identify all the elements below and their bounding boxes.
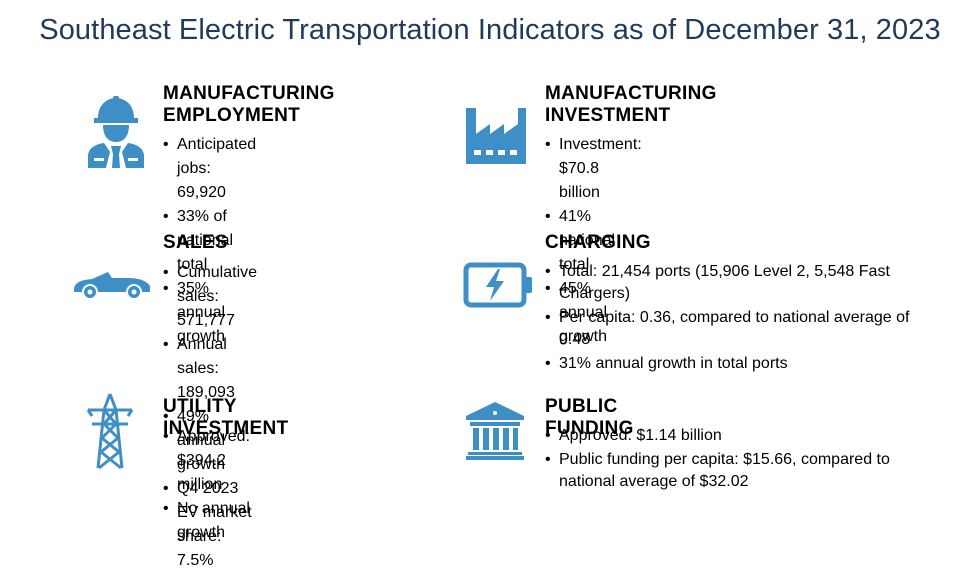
bullet-list: Total: 21,454 ports (15,906 Level 2, 5,5… — [545, 261, 925, 377]
bullet-item: Anticipated jobs: 69,920 — [163, 133, 256, 205]
bullet-item: Approved: $394.2 million — [163, 425, 250, 497]
bullet-item: Approved: $1.14 billion — [545, 425, 925, 447]
factory-icon — [466, 108, 526, 164]
bullet-item: No annual growth — [163, 497, 250, 545]
heading: SALES — [163, 232, 228, 253]
heading-line1: MANUFACTURING — [163, 83, 335, 104]
bullet-list: Approved: $1.14 billion Public funding p… — [545, 425, 925, 495]
power-tower-icon — [86, 393, 134, 470]
bullet-item: 31% annual growth in total ports — [545, 353, 925, 375]
bullet-list: Approved: $394.2 million No annual growt… — [163, 425, 250, 545]
bullet-item: Total: 21,454 ports (15,906 Level 2, 5,5… — [545, 261, 925, 305]
bullet-item: Public funding per capita: $15.66, compa… — [545, 449, 925, 493]
heading-line2: INVESTMENT — [545, 105, 671, 126]
bullet-item: Cumulative sales: 571,777 — [163, 261, 257, 333]
worker-icon — [88, 96, 144, 168]
bullet-item: Per capita: 0.36, compared to national a… — [545, 307, 925, 351]
heading-line1: MANUFACTURING — [545, 83, 717, 104]
page-title: Southeast Electric Transportation Indica… — [39, 14, 941, 46]
government-building-icon — [466, 402, 524, 460]
heading: CHARGING — [545, 232, 651, 253]
bullet-item: Annual sales: 189,093 — [163, 333, 257, 405]
heading-line2: EMPLOYMENT — [163, 105, 301, 126]
battery-charging-icon — [463, 262, 532, 308]
car-icon — [74, 272, 150, 300]
bullet-item: Investment: $70.8 billion — [545, 133, 642, 205]
